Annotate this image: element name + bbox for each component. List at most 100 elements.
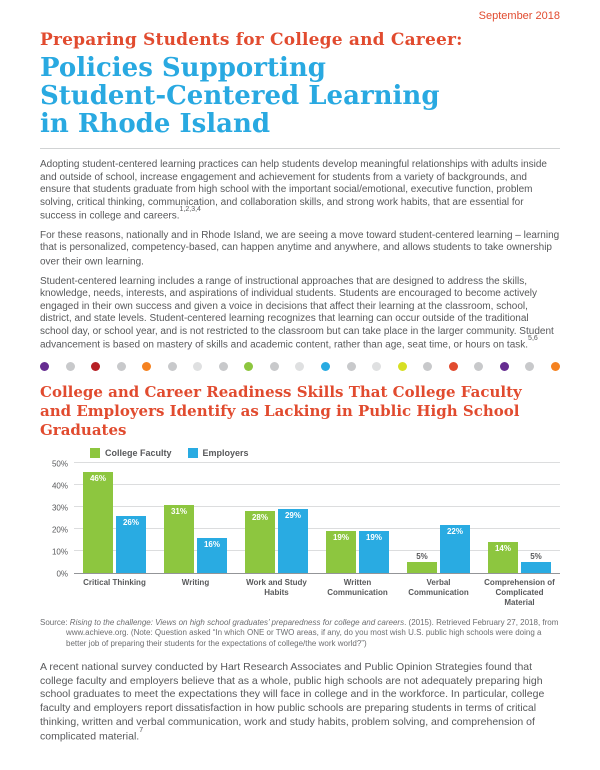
y-tick-label: 20%: [51, 525, 68, 535]
y-axis: 0% 10% 20% 30% 40% 50%: [40, 459, 74, 578]
legend-swatch: [187, 447, 198, 458]
intro-paragraphs: Adopting student-centered learning pract…: [40, 159, 560, 352]
x-axis-label: Work and Study Habits: [246, 577, 307, 597]
bar-value-label: 19%: [332, 533, 349, 543]
decorative-dot: [269, 361, 279, 371]
x-axis-label: Critical Thinking: [83, 577, 146, 587]
bar-college-faculty: 28%: [245, 511, 275, 573]
decorative-dot: [321, 361, 331, 371]
y-tick-label: 50%: [51, 459, 68, 469]
bar-chart: 0% 10% 20% 30% 40% 50% 46% 26% 31% 16% 28% 29% 19% 1…: [40, 459, 560, 578]
bar-value-label: 19%: [365, 533, 382, 543]
decorative-dot: [116, 361, 126, 371]
decorative-dot: [372, 361, 382, 371]
bar-college-faculty: 19%: [326, 531, 356, 573]
chart-heading: College and Career Readiness Skills That…: [40, 382, 522, 439]
decorative-dot: [423, 361, 433, 371]
x-axis-label: Writing: [181, 577, 210, 587]
y-tick-label: 30%: [51, 503, 68, 513]
gridline: [74, 483, 560, 485]
bar-employers: 29%: [278, 509, 308, 573]
bar-value-label: 46%: [89, 473, 106, 483]
decorative-dots: [40, 361, 560, 371]
issue-date: September 2018: [478, 10, 560, 22]
bar-value-label: 26%: [122, 517, 139, 527]
paragraph-3-text: Student-centered learning includes a ran…: [40, 275, 554, 351]
x-axis-label: Verbal Communication: [408, 577, 469, 597]
source-citation: Rising to the challenge: Views on high s…: [69, 617, 405, 627]
legend-swatch: [90, 447, 100, 458]
bar-employers: 5%: [521, 552, 551, 573]
bar-college-faculty: 46%: [83, 471, 113, 573]
gridline: [74, 461, 560, 463]
x-axis-labels: Critical Thinking Writing Work and Study H…: [74, 578, 560, 608]
bar-value-label: 5%: [530, 551, 542, 561]
divider-rule: [40, 148, 560, 149]
bar-college-faculty: 5%: [407, 552, 437, 573]
paragraph-1-text: Adopting student-centered learning pract…: [40, 159, 547, 222]
bar-employers: 16%: [197, 537, 227, 573]
bar-value-label: 16%: [203, 539, 220, 549]
decorative-dot: [346, 361, 356, 371]
footnote-marker: 1,2,3,4: [179, 206, 201, 213]
bar-group: 31% 16%: [155, 464, 236, 573]
y-tick-label: 40%: [51, 481, 68, 491]
decorative-dot: [550, 361, 560, 371]
bar-employers: 22%: [440, 524, 470, 573]
footnote-marker: 5,6: [528, 335, 538, 343]
bar-group: 5% 22%: [398, 464, 479, 573]
bar-value-label: 22%: [446, 526, 463, 536]
bar-employers: 19%: [359, 531, 389, 573]
y-tick-label: 0%: [56, 569, 68, 579]
paragraph-1: Adopting student-centered learning pract…: [40, 159, 560, 223]
gridline: [74, 549, 560, 551]
source-note: Source: Rising to the challenge: Views o…: [40, 618, 560, 649]
bar-group: 19% 19%: [317, 464, 398, 573]
decorative-dot: [91, 361, 101, 371]
decorative-dot: [40, 361, 49, 371]
bar-value-label: 28%: [251, 513, 268, 523]
decorative-dot: [525, 361, 535, 371]
gridline: [74, 527, 560, 529]
decorative-dot: [448, 361, 458, 371]
decorative-dot: [142, 361, 152, 371]
decorative-dot: [474, 361, 484, 371]
paragraph-3: Student-centered learning includes a ran…: [40, 276, 560, 352]
x-axis-label: Written Communication: [327, 577, 388, 597]
bar-group: 46% 26%: [74, 464, 155, 573]
decorative-dot: [193, 361, 203, 371]
closing-paragraph: A recent national survey conducted by Ha…: [40, 661, 560, 744]
closing-text: A recent national survey conducted by Ha…: [40, 661, 545, 743]
source-rest: . (2015). Retrieved February 27, 2018, f…: [66, 617, 559, 648]
footnote-marker: 7: [139, 727, 144, 735]
decorative-dot: [295, 361, 305, 371]
bar-group: 14% 5%: [479, 464, 560, 573]
bar-value-label: 14%: [494, 544, 511, 554]
paragraph-2-text: For these reasons, nationally and in Rho…: [40, 229, 560, 268]
chart-legend: College Faculty Employers: [90, 447, 560, 458]
y-tick-label: 10%: [51, 547, 68, 557]
gridline: [74, 505, 560, 507]
bar-college-faculty: 14%: [488, 542, 518, 573]
bar-value-label: 5%: [416, 551, 428, 561]
title-kicker: Preparing Students for College and Caree…: [40, 30, 463, 50]
decorative-dot: [244, 361, 254, 371]
legend-label: College Faculty: [105, 447, 172, 458]
legend-label: Employers: [202, 447, 249, 458]
bar-columns: 46% 26% 31% 16% 28% 29% 19% 19% 5% 22% 14% 5%: [74, 464, 560, 573]
page-title: Policies Supporting Student-Centered Lea…: [40, 53, 440, 139]
decorative-dot: [167, 361, 177, 371]
page: September 2018 Preparing Students for Co…: [40, 10, 560, 744]
legend-item: College Faculty: [90, 447, 172, 458]
chart-plot: 46% 26% 31% 16% 28% 29% 19% 19% 5% 22% 14% 5%: [74, 461, 560, 574]
source-prefix: Source:: [40, 617, 70, 627]
bar-college-faculty: 31%: [164, 504, 194, 573]
bar-group: 28% 29%: [236, 464, 317, 573]
decorative-dot: [499, 361, 509, 371]
decorative-dot: [65, 361, 75, 371]
bar-value-label: 29%: [284, 511, 301, 521]
x-axis-label: Comprehension of Complicated Material: [484, 577, 555, 607]
decorative-dot: [397, 361, 407, 371]
bar-value-label: 31%: [170, 506, 187, 516]
legend-item: Employers: [187, 447, 249, 458]
